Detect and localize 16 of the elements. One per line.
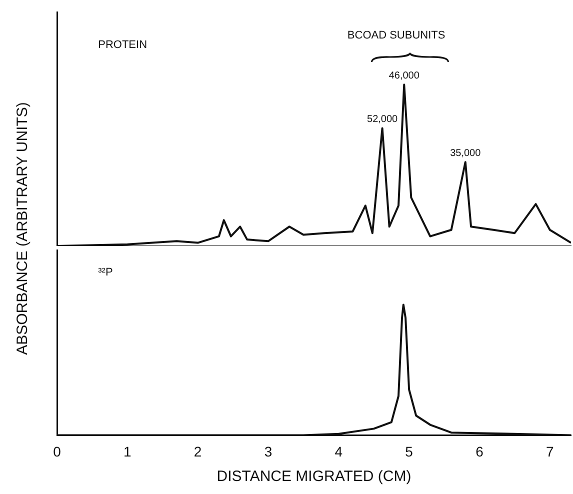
x-tick-label: 7 xyxy=(546,443,554,460)
x-tick-label: 5 xyxy=(405,443,414,460)
text: BCOAD SUBUNITS xyxy=(347,29,446,42)
annotation: 35,000 xyxy=(450,148,482,159)
x-tick-label: 6 xyxy=(476,443,484,460)
text: ³²P xyxy=(98,266,113,278)
text: PROTEIN xyxy=(98,38,148,51)
x-tick-label: 2 xyxy=(194,443,202,460)
annotation: 46,000 xyxy=(388,70,420,82)
x-tick-label: 0 xyxy=(53,443,62,460)
annotation: 52,000 xyxy=(367,114,398,125)
x-tick-label: 1 xyxy=(124,443,132,460)
y-axis-title: ABSORBANCE (ARBITRARY UNITS) xyxy=(14,102,31,354)
x-axis-title: DISTANCE MIGRATED (CM) xyxy=(216,468,412,486)
x-tick-label: 3 xyxy=(264,443,272,460)
x-tick-label: 4 xyxy=(334,443,343,460)
